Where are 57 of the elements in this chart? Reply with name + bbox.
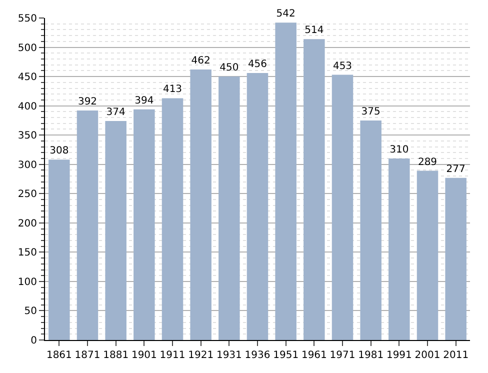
x-tick-label: 1901: [131, 350, 157, 361]
x-tick-label: 2001: [414, 350, 440, 361]
x-tick-label: 1911: [160, 350, 186, 361]
data-label: 374: [106, 107, 126, 118]
data-label: 450: [220, 62, 239, 74]
data-label: 413: [162, 84, 182, 96]
data-label: 375: [361, 106, 380, 118]
data-label: 310: [390, 144, 409, 156]
bar: [246, 73, 268, 340]
bar: [218, 76, 240, 340]
bar: [445, 178, 466, 340]
data-label: 542: [276, 8, 296, 20]
y-tick-label: 300: [18, 160, 37, 171]
bar: [416, 170, 438, 340]
y-tick-label: 450: [18, 72, 37, 84]
x-tick-label: 1921: [188, 350, 214, 361]
x-tick-label: 1991: [386, 350, 412, 361]
bar: [162, 98, 184, 340]
bar: [105, 121, 126, 340]
x-tick-label: 1951: [273, 350, 299, 361]
data-label: 453: [332, 60, 352, 72]
bar: [275, 22, 296, 340]
y-tick-label: 100: [18, 276, 37, 288]
y-tick-label: 400: [18, 101, 37, 112]
x-tick-label: 1871: [74, 350, 100, 361]
y-tick-label: 150: [18, 248, 37, 259]
x-tick-label: 1961: [301, 350, 327, 361]
data-label: 514: [304, 25, 324, 36]
x-tick-label: 1971: [330, 350, 356, 361]
x-tick-label: 1931: [216, 350, 242, 361]
data-label: 456: [248, 59, 268, 70]
x-tick-label: 1936: [244, 350, 270, 361]
bar: [332, 74, 354, 340]
y-tick-label: 250: [18, 189, 37, 200]
x-tick-label: 2011: [443, 350, 469, 361]
bar: [134, 109, 155, 340]
y-tick-label: 200: [18, 218, 37, 230]
x-tick-label: 1881: [103, 350, 129, 361]
data-label: 394: [134, 95, 154, 106]
y-tick-label: 550: [18, 14, 37, 24]
x-tick-label: 1861: [46, 350, 72, 361]
y-tick-label: 0: [30, 336, 37, 346]
bar: [360, 120, 382, 340]
data-label: 392: [78, 96, 98, 108]
data-label: 289: [418, 156, 438, 168]
y-tick-label: 50: [24, 306, 37, 318]
data-label: 277: [446, 164, 466, 175]
bar: [304, 39, 325, 340]
data-label: 308: [50, 146, 69, 157]
y-tick-label: 500: [18, 42, 37, 54]
bar: [190, 70, 212, 340]
x-tick-label: 1981: [358, 350, 384, 361]
data-label: 462: [191, 56, 210, 67]
bar: [48, 160, 70, 340]
bar: [388, 158, 410, 340]
bar: [76, 110, 98, 340]
y-tick-label: 350: [18, 130, 37, 142]
